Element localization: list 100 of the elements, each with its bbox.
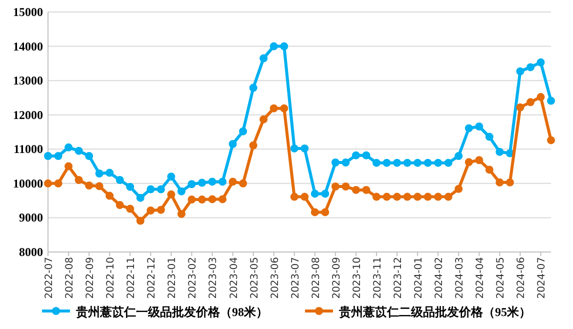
point — [454, 152, 463, 160]
point — [331, 182, 340, 191]
y-tick-label: 10000 — [13, 176, 43, 190]
x-tick-label: 2023-05 — [249, 257, 260, 299]
point — [362, 151, 370, 160]
y-tick-label: 14000 — [13, 39, 43, 54]
point — [526, 98, 534, 106]
x-tick-label: 2023-04 — [228, 257, 240, 299]
x-tick-label: 2023-01 — [167, 257, 178, 299]
point — [95, 169, 104, 178]
point — [116, 176, 124, 184]
y-tick-label: 9000 — [19, 210, 43, 225]
x-tick-label: 2022-11 — [126, 257, 138, 299]
point — [310, 190, 319, 198]
x-tick-label: 2022-08 — [64, 257, 76, 299]
x-tick-label: 2022-12 — [146, 257, 158, 299]
x-tick-label: 2023-07 — [290, 257, 302, 299]
point — [126, 182, 134, 191]
point — [239, 127, 248, 136]
point — [106, 192, 114, 200]
point — [424, 192, 432, 201]
point — [464, 158, 473, 166]
point — [228, 178, 237, 186]
x-tick-label: 2023-06 — [270, 257, 281, 299]
point — [64, 162, 73, 170]
x-tick-label: 2023-12 — [393, 257, 404, 299]
point — [208, 195, 216, 204]
point — [382, 192, 391, 201]
point — [177, 210, 186, 218]
point — [270, 104, 278, 112]
point — [85, 152, 94, 160]
point — [126, 204, 134, 213]
point — [74, 146, 83, 155]
point — [177, 187, 186, 196]
point — [249, 141, 258, 150]
legend-label: 贵州薏苡仁二级品批发价格（95米） — [338, 305, 531, 319]
point — [352, 186, 360, 194]
point — [516, 67, 524, 76]
point — [382, 158, 391, 167]
point — [146, 185, 155, 194]
point — [403, 158, 412, 167]
point — [74, 176, 83, 184]
point — [116, 201, 124, 210]
y-tick-label: 8000 — [19, 245, 43, 259]
point — [167, 172, 176, 181]
point — [167, 190, 176, 198]
point — [260, 115, 268, 124]
x-tick-label: 2024-03 — [454, 257, 466, 299]
point — [424, 158, 432, 167]
point — [496, 148, 504, 156]
point — [403, 192, 412, 201]
x-tick-label: 2023-02 — [188, 257, 199, 299]
point — [136, 194, 144, 202]
point — [156, 185, 165, 194]
point — [290, 192, 298, 201]
x-tick-label: 2023-08 — [310, 257, 322, 299]
point — [444, 192, 452, 201]
point — [362, 186, 370, 194]
point — [218, 178, 227, 186]
point — [475, 122, 484, 131]
point — [85, 181, 94, 190]
point — [270, 42, 278, 50]
x-tick-label: 2024-01 — [414, 257, 425, 299]
point — [300, 144, 309, 152]
point — [310, 208, 319, 216]
point — [44, 179, 52, 188]
point — [331, 158, 340, 167]
x-tick-label: 2024-06 — [516, 257, 528, 299]
x-tick-label: 2024-02 — [434, 257, 446, 299]
point — [290, 144, 298, 152]
point — [64, 143, 73, 152]
point — [136, 216, 144, 225]
point — [434, 192, 442, 201]
x-tick-label: 2024-07 — [536, 257, 548, 299]
point — [260, 54, 268, 62]
y-tick-label: 15000 — [13, 5, 43, 19]
x-tick-label: 2022-09 — [85, 257, 96, 299]
point — [198, 196, 206, 204]
point — [547, 96, 555, 105]
point — [54, 152, 62, 160]
point — [464, 124, 473, 132]
x-tick-label: 2022-07 — [44, 257, 55, 299]
point — [342, 158, 350, 167]
point — [414, 158, 422, 167]
point — [198, 178, 206, 187]
point — [454, 184, 463, 193]
point — [496, 178, 504, 186]
point — [106, 168, 114, 177]
point — [146, 206, 155, 215]
y-tick-label: 13000 — [13, 74, 43, 88]
point — [228, 140, 237, 148]
point — [95, 182, 104, 190]
point — [475, 156, 484, 164]
point — [536, 58, 545, 66]
point — [506, 178, 514, 186]
y-tick-label: 12000 — [13, 108, 43, 122]
point — [188, 196, 196, 204]
point — [444, 158, 452, 167]
point — [188, 180, 196, 188]
point — [536, 93, 545, 102]
